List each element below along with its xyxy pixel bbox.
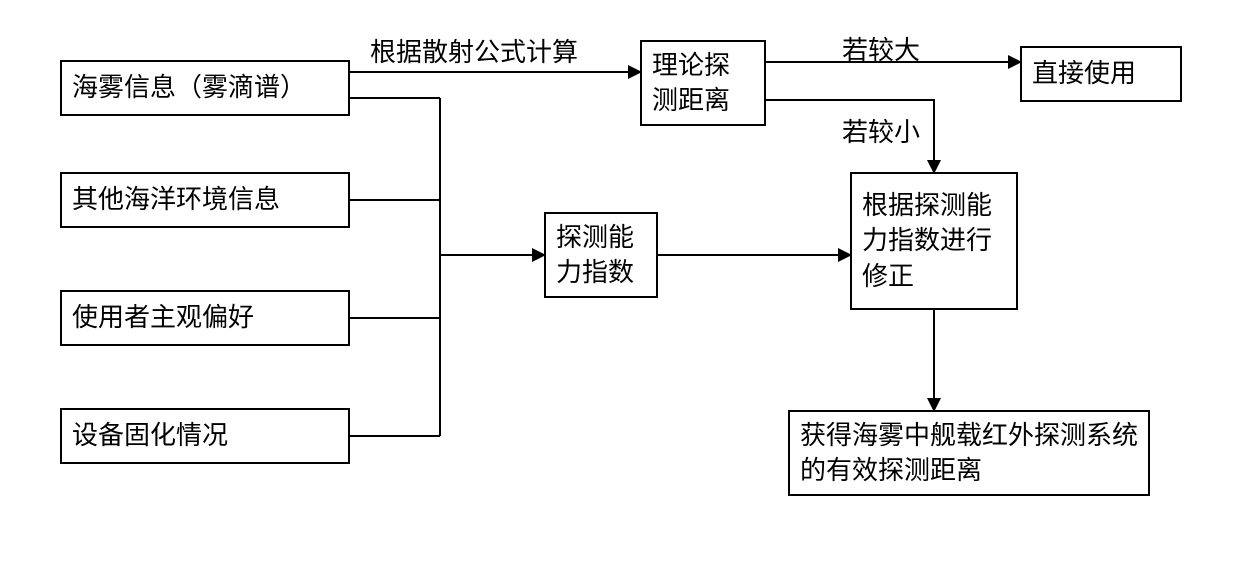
- node-n6: 理论探测距离: [640, 40, 766, 126]
- node-n1: 海雾信息（雾滴谱）: [60, 60, 350, 116]
- edge-label-l2: 若较大: [842, 30, 920, 67]
- edge-label-l1: 根据散射公式计算: [370, 32, 578, 69]
- node-n3: 使用者主观偏好: [60, 290, 350, 346]
- node-n4: 设备固化情况: [60, 408, 350, 464]
- flowchart-canvas: 海雾信息（雾滴谱） 其他海洋环境信息使用者主观偏好设备固化情况 探测能力指数 理论探测…: [0, 0, 1240, 569]
- node-text: 获得海雾中舰载红外探测系统的有效探测距离: [800, 418, 1138, 488]
- node-n7: 根据探测能力指数进行修正: [850, 172, 1018, 310]
- edge-label-l3: 若较小: [842, 112, 920, 149]
- node-n8: 直接使用: [1020, 46, 1182, 102]
- node-text: 使用者主观偏好: [72, 300, 254, 335]
- node-text: 海雾信息（雾滴谱）: [72, 70, 306, 105]
- node-n2: 其他海洋环境信息: [60, 172, 350, 228]
- node-text: 探测能力指数: [556, 220, 646, 290]
- node-text: 根据探测能力指数进行修正: [862, 188, 1006, 293]
- node-n9: 获得海雾中舰载红外探测系统的有效探测距离: [788, 410, 1150, 496]
- node-text: 理论探测距离: [652, 48, 754, 118]
- node-n5: 探测能力指数: [544, 212, 658, 298]
- node-text: 直接使用: [1032, 56, 1136, 91]
- node-text: 其他海洋环境信息: [72, 182, 280, 217]
- node-text: 设备固化情况: [72, 418, 228, 453]
